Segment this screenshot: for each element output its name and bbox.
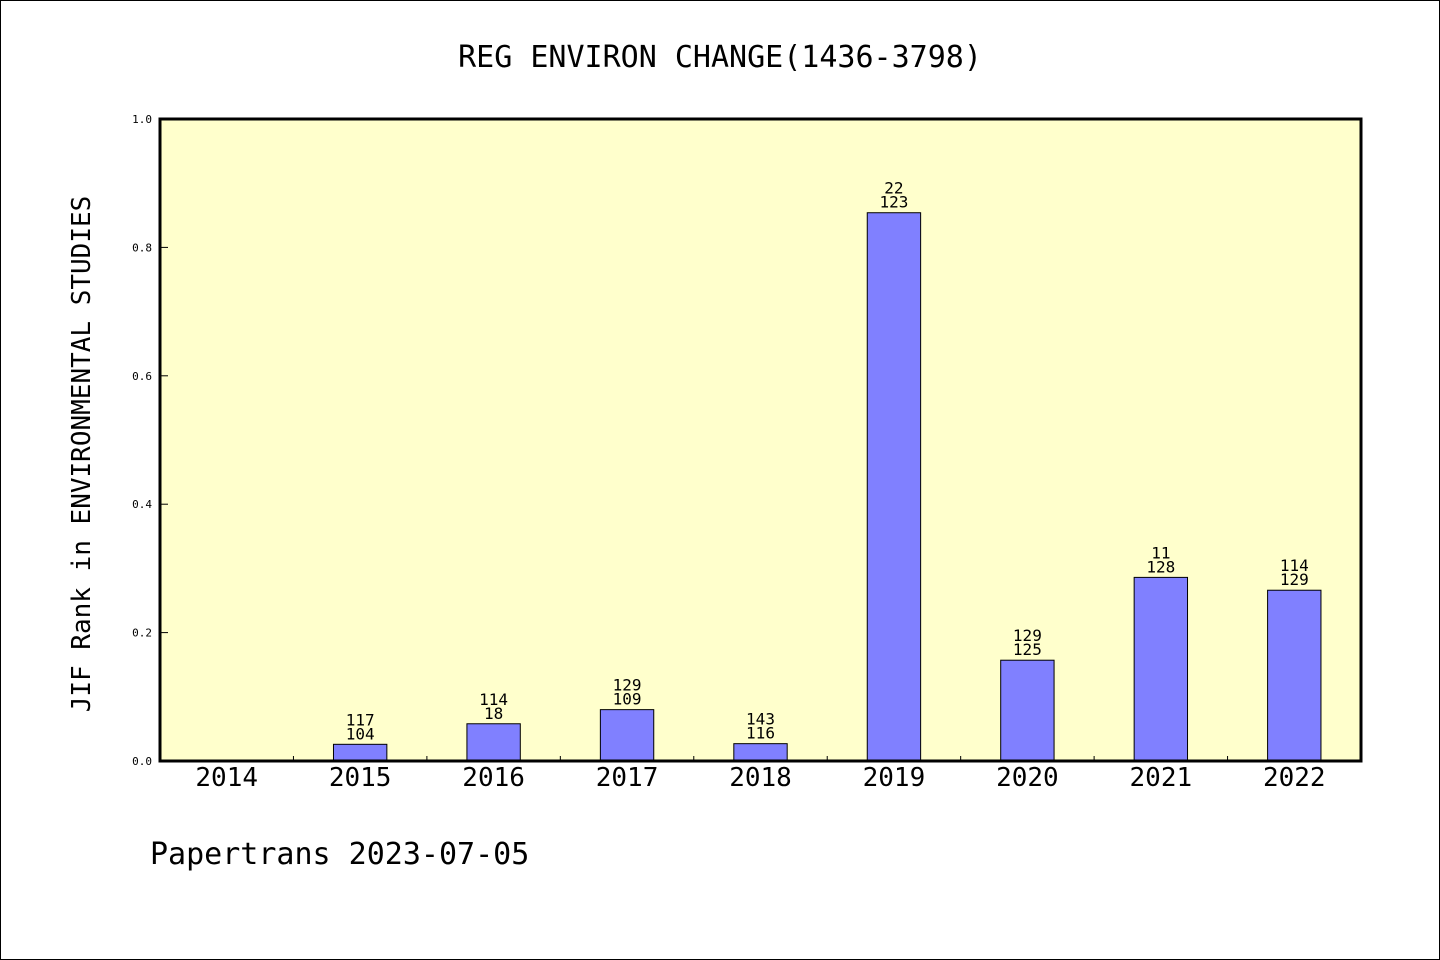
x-tick-label: 2015	[329, 763, 392, 793]
chart-title: REG ENVIRON CHANGE(1436-3798)	[458, 40, 982, 75]
bar-label-bottom: 125	[1013, 640, 1042, 659]
bar-2015	[332, 743, 388, 762]
bar-label-bottom: 128	[1146, 557, 1175, 576]
x-tick-label: 2019	[863, 763, 926, 793]
y-tick-label: 0.6	[132, 370, 152, 383]
x-tick-label: 2022	[1263, 763, 1326, 793]
y-tick-label: 0.0	[132, 755, 152, 768]
y-tick-label: 0.8	[132, 241, 152, 254]
footer-credit: Papertrans 2023-07-05	[150, 837, 529, 872]
bar-label-top: 22	[884, 179, 903, 198]
bar-label-top: 117	[346, 710, 375, 729]
bar-label-bottom: 18	[484, 704, 503, 723]
bar-2016	[466, 723, 521, 762]
bar-label-bottom: 123	[879, 193, 908, 212]
bar-label-top: 143	[746, 710, 775, 729]
bar-label-top: 114	[479, 690, 508, 709]
x-tick-label: 2018	[729, 763, 792, 793]
bar-label-bottom: 104	[346, 724, 375, 743]
y-tick-label: 0.2	[132, 627, 152, 640]
bar-label-top: 11	[1151, 543, 1170, 562]
x-tick-label: 2021	[1130, 763, 1193, 793]
x-tick-label: 2014	[195, 763, 258, 793]
y-tick-label: 0.4	[132, 498, 152, 511]
plot-border	[158, 117, 1363, 763]
x-tick-label: 2020	[996, 763, 1059, 793]
bar-label-top: 129	[1013, 626, 1042, 645]
bar-2021	[1133, 576, 1189, 762]
x-axis: 2014 2015 2016 2017 2018 2019 2020 2021 2022	[195, 756, 1326, 793]
bar-2020	[1000, 659, 1055, 762]
bar-2019	[866, 212, 922, 762]
bar-label-top: 114	[1280, 556, 1309, 575]
bar-label-bottom: 116	[746, 724, 775, 743]
bars-group	[332, 212, 1322, 762]
bar-label-bottom: 109	[613, 690, 642, 709]
bar-2018	[733, 743, 788, 762]
bar-2022	[1267, 589, 1322, 762]
bar-2017	[599, 709, 655, 762]
y-tick-label: 1.0	[132, 113, 152, 126]
x-tick-label: 2016	[462, 763, 525, 793]
bar-label-bottom: 129	[1280, 570, 1309, 589]
y-axis-label: JIF Rank in ENVIRONMENTAL STUDIES	[67, 196, 97, 713]
bar-label-top: 129	[613, 676, 642, 695]
x-tick-label: 2017	[596, 763, 659, 793]
y-axis: 0.0 0.2 0.4 0.6 0.8 1.0	[132, 113, 168, 768]
